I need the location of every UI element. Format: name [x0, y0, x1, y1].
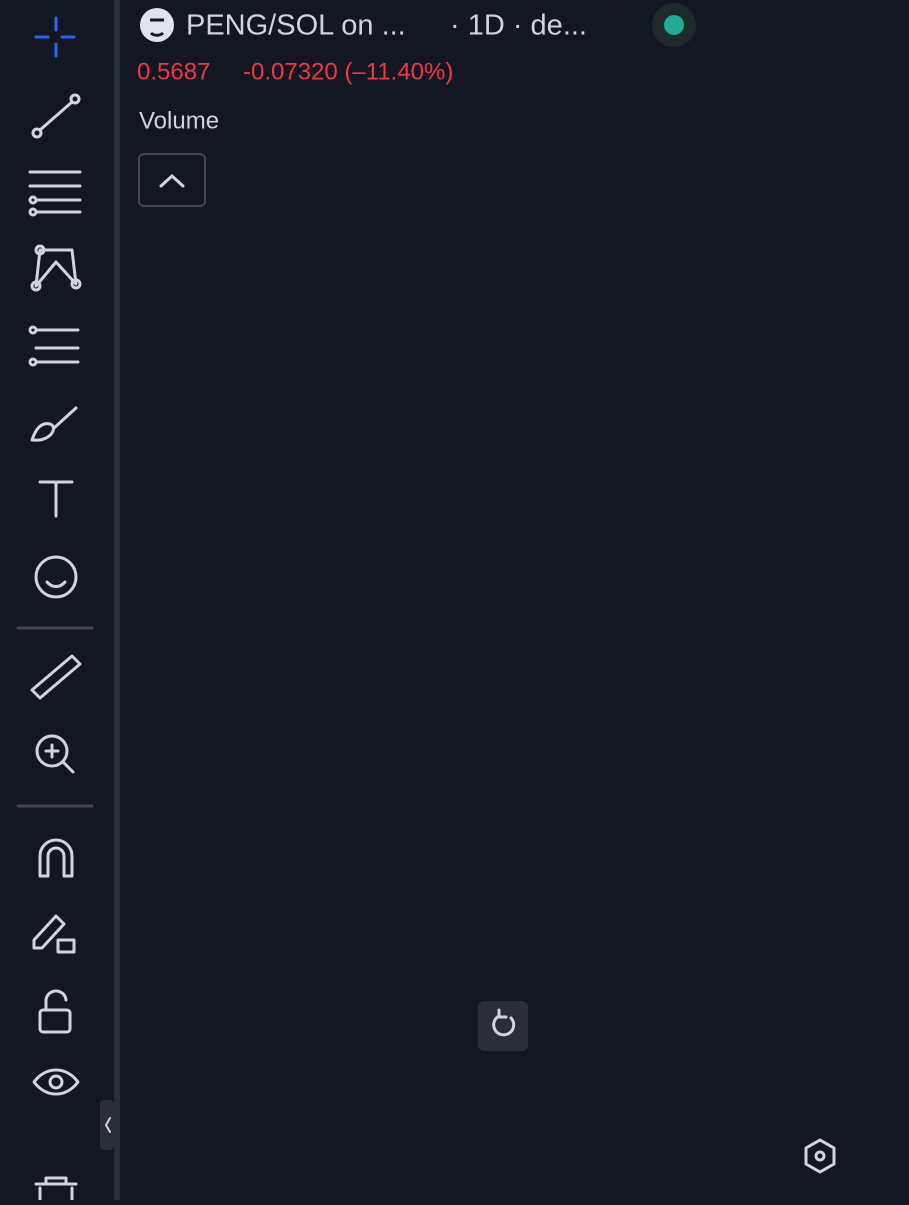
ruler-tool[interactable] [30, 654, 82, 700]
brush-tool[interactable] [30, 406, 78, 442]
price-change: -0.07320 (–11.40%) [243, 58, 453, 85]
emoji-tool[interactable] [34, 555, 78, 599]
lock-drawing-tool[interactable] [32, 914, 76, 954]
interval[interactable]: · 1D · de... [450, 10, 587, 42]
crosshair-tool[interactable] [34, 16, 76, 58]
symbol-title[interactable]: PENG/SOL on ... [186, 10, 406, 42]
symbol-logo [140, 8, 174, 42]
delete-tool[interactable] [34, 1176, 78, 1202]
header: PENG/SOL on ... · 1D · de... 0.5687 -0.0… [135, 3, 696, 207]
prediction-tool[interactable] [28, 325, 80, 367]
visibility-tool[interactable] [32, 1068, 80, 1096]
toolbar-divider [114, 0, 120, 1200]
collapse-button[interactable] [138, 153, 206, 207]
reset-button[interactable] [478, 1001, 528, 1051]
trendline-tool[interactable] [31, 93, 81, 139]
reset-icon [492, 1008, 516, 1037]
fib-tool[interactable] [28, 170, 82, 217]
last-price: 0.5687 [137, 58, 210, 85]
header-bg [135, 4, 615, 46]
volume-label: Volume [139, 107, 219, 134]
pattern-tool[interactable] [30, 244, 82, 292]
zoom-tool[interactable] [35, 734, 75, 774]
lock-tool[interactable] [38, 989, 72, 1034]
settings-icon[interactable] [804, 1138, 836, 1174]
status-dot [664, 15, 684, 35]
text-tool[interactable] [38, 480, 74, 518]
toolbar [16, 16, 114, 1202]
magnet-tool[interactable] [38, 838, 74, 878]
